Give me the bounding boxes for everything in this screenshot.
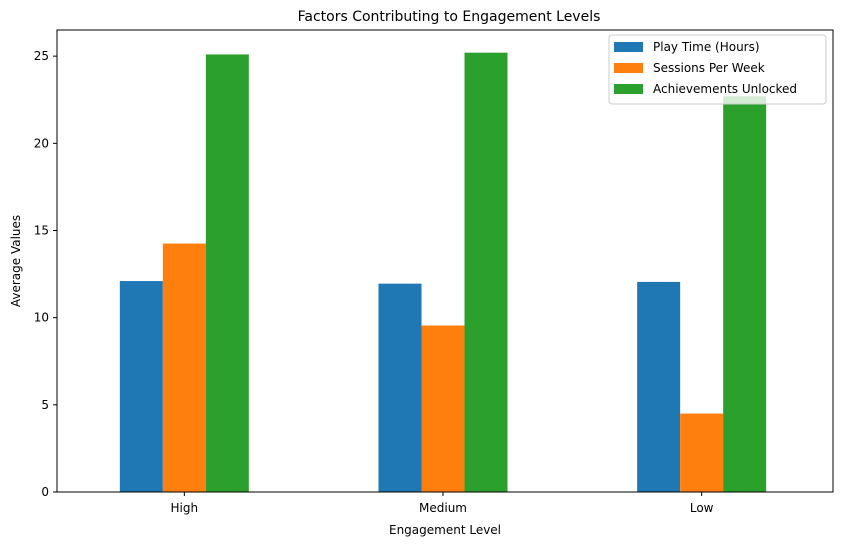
bar-play-time-hours-medium — [378, 283, 422, 492]
chart-title: Factors Contributing to Engagement Level… — [298, 9, 601, 25]
x-axis: High Medium Low — [171, 492, 714, 515]
x-tick-label: High — [171, 501, 199, 515]
legend-label-sessions-per-week: Sessions Per Week — [653, 61, 765, 75]
bar-sessions-per-week-high — [162, 243, 206, 492]
legend-swatch-play-time-hours — [614, 42, 643, 52]
plot-frame — [56, 29, 834, 493]
bar-achievements-unlocked-low — [723, 96, 767, 492]
bar-play-time-hours-low — [637, 281, 681, 492]
y-tick-label: 5 — [41, 398, 49, 412]
y-tick-label: 15 — [34, 223, 49, 237]
y-axis-label: Average Values — [9, 215, 23, 307]
legend-swatch-sessions-per-week — [614, 63, 643, 73]
y-tick-label: 0 — [41, 485, 49, 499]
y-axis: 0 5 10 15 20 25 — [34, 49, 57, 499]
bar-achievements-unlocked-medium — [464, 52, 508, 492]
x-tick-label: Low — [690, 501, 714, 515]
y-tick-label: 10 — [34, 311, 49, 325]
bar-sessions-per-week-medium — [421, 325, 465, 492]
y-tick-label: 20 — [34, 136, 49, 150]
bar-play-time-hours-high — [119, 281, 163, 492]
bar-sessions-per-week-low — [680, 413, 724, 492]
legend-box — [608, 34, 827, 105]
legend-swatch-achievements-unlocked — [614, 84, 643, 94]
bars-layer — [119, 52, 767, 493]
legend[interactable]: Play Time (Hours) Sessions Per Week Achiev… — [608, 34, 827, 105]
legend-label-play-time-hours: Play Time (Hours) — [653, 40, 760, 54]
y-tick-label: 25 — [34, 49, 49, 63]
bar-achievements-unlocked-high — [205, 54, 249, 493]
x-tick-label: Medium — [419, 501, 467, 515]
x-axis-label: Engagement Level — [389, 523, 501, 537]
legend-label-achievements-unlocked: Achievements Unlocked — [653, 82, 797, 96]
